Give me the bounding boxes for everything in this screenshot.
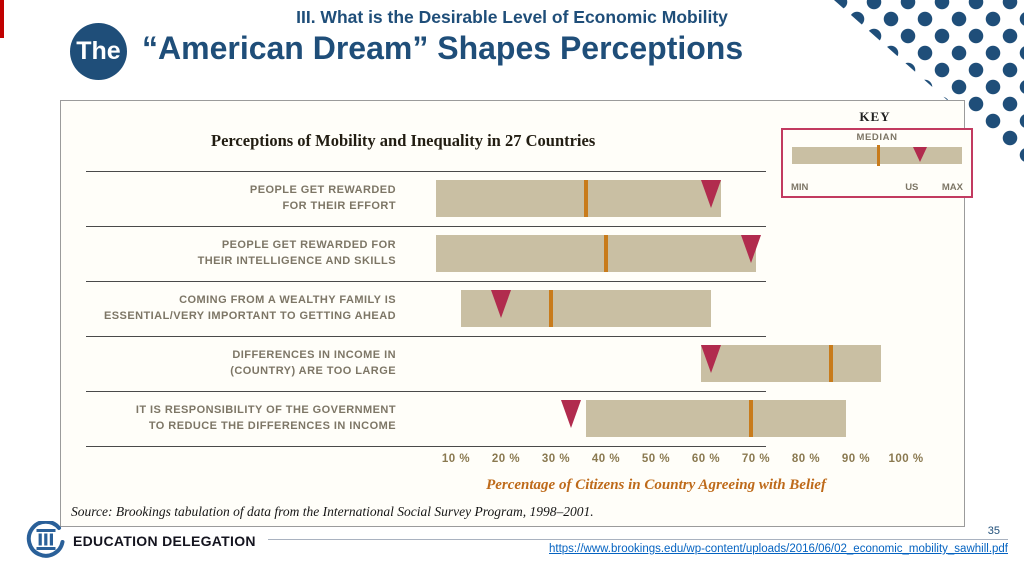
row-divider <box>86 226 766 227</box>
category-label: COMING FROM A WEALTHY FAMILY IS ESSENTIA… <box>103 294 396 322</box>
x-axis-ticks: 10 % 20 % 30 % 40 % 50 % 60 % 70 % 80 % 90 % 100 … <box>61 453 964 469</box>
row-divider <box>86 446 766 447</box>
key-us-label: US <box>905 182 919 193</box>
us-triangle-marker <box>561 400 581 428</box>
key-max-label: MAX <box>941 182 963 193</box>
range-bar <box>436 180 721 217</box>
median-marker <box>749 400 753 437</box>
page-number: 35 <box>987 525 1000 537</box>
x-tick-label: 50 % <box>641 453 671 465</box>
chart-row: DIFFERENCES IN INCOME IN (COUNTRY) ARE T… <box>61 336 964 391</box>
key-min-label: MIN <box>791 182 809 193</box>
us-triangle-marker <box>741 235 761 263</box>
row-divider <box>86 336 766 337</box>
key-us-triangle-marker <box>912 147 927 162</box>
the-circle-badge: The <box>70 23 127 80</box>
chart-rows: PEOPLE GET REWARDED FOR THEIR EFFORT PEOP… <box>61 171 964 448</box>
median-marker <box>829 345 833 382</box>
row-divider <box>86 391 766 392</box>
x-tick-label: 30 % <box>541 453 571 465</box>
chart-row: COMING FROM A WEALTHY FAMILY IS ESSENTIA… <box>61 281 964 336</box>
red-accent-bar <box>0 0 4 38</box>
range-bar <box>701 345 881 382</box>
chart-title: Perceptions of Mobility and Inequality i… <box>211 131 596 150</box>
x-tick-label: 40 % <box>591 453 621 465</box>
x-tick-label: 100 % <box>888 453 924 465</box>
source-link[interactable]: https://www.brookings.edu/wp-content/upl… <box>549 543 1008 555</box>
chart-row: IT IS RESPONSIBILITY OF THE GOVERNMENT T… <box>61 391 964 446</box>
slide-title: “American Dream” Shapes Perceptions <box>142 30 744 66</box>
x-tick-label: 20 % <box>491 453 521 465</box>
range-bar <box>436 235 756 272</box>
chart-row: PEOPLE GET REWARDED FOR THEIR EFFORT <box>61 171 964 226</box>
bar-track <box>406 226 906 281</box>
x-tick-label: 90 % <box>841 453 871 465</box>
chart-row: PEOPLE GET REWARDED FOR THEIR INTELLIGEN… <box>61 226 964 281</box>
x-tick-label: 10 % <box>441 453 471 465</box>
key-median-marker <box>877 145 880 166</box>
source-note: Source: Brookings tabulation of data fro… <box>71 504 594 519</box>
x-axis-title: Percentage of Citizens in Country Agreei… <box>486 477 826 493</box>
bar-track <box>406 171 906 226</box>
x-tick-label: 60 % <box>691 453 721 465</box>
bar-track <box>406 391 906 446</box>
x-tick-label: 80 % <box>791 453 821 465</box>
us-triangle-marker <box>491 290 511 318</box>
footer-brand-text: EDUCATION DELEGATION <box>73 533 256 549</box>
education-delegation-logo-icon <box>26 521 65 558</box>
category-label: PEOPLE GET REWARDED FOR THEIR EFFORT <box>249 184 396 212</box>
row-divider <box>86 171 766 172</box>
us-triangle-marker <box>701 345 721 373</box>
us-triangle-marker <box>701 180 721 208</box>
median-marker <box>549 290 553 327</box>
x-tick-label: 70 % <box>741 453 771 465</box>
key-median-label: MEDIAN <box>856 132 898 143</box>
key-legend: MEDIAN MIN US MAX <box>781 128 973 198</box>
footer-brand: EDUCATION DELEGATION <box>26 521 256 561</box>
median-marker <box>604 235 608 272</box>
category-label: IT IS RESPONSIBILITY OF THE GOVERNMENT T… <box>135 404 396 432</box>
footer-divider <box>268 539 1008 540</box>
category-label: DIFFERENCES IN INCOME IN (COUNTRY) ARE T… <box>230 349 396 377</box>
chart-figure: Perceptions of Mobility and Inequality i… <box>60 100 973 527</box>
bar-track <box>406 281 906 336</box>
bar-track <box>406 336 906 391</box>
key-heading: KEY <box>859 109 891 124</box>
section-kicker: III. What is the Desirable Level of Econ… <box>296 7 728 27</box>
median-marker <box>584 180 588 217</box>
range-bar <box>586 400 846 437</box>
row-divider <box>86 281 766 282</box>
category-label: PEOPLE GET REWARDED FOR THEIR INTELLIGEN… <box>197 239 396 267</box>
